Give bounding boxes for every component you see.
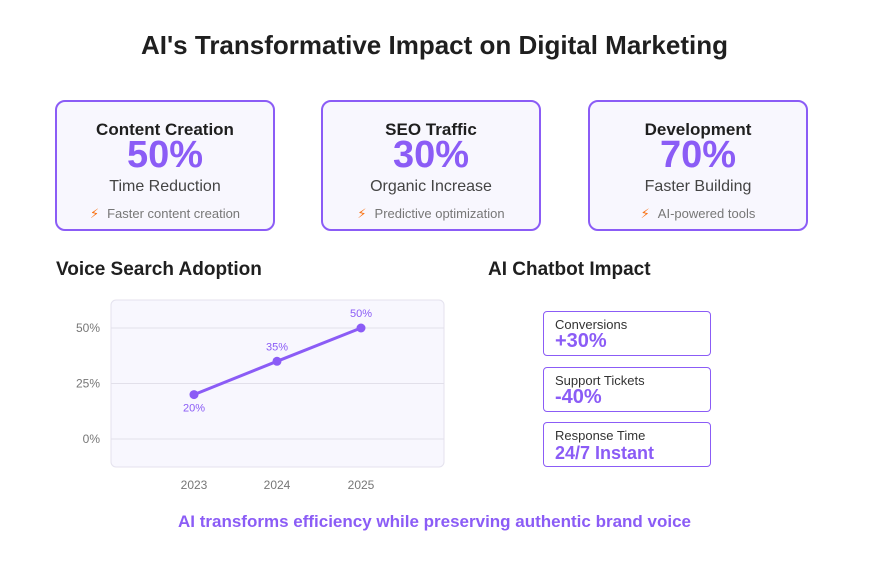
card-note-text: Faster content creation (107, 206, 241, 221)
data-label: 20% (183, 403, 205, 415)
lightning-icon: ⚡ (640, 206, 650, 221)
chatbot-impact-title: AI Chatbot Impact (488, 259, 651, 280)
card-subtitle: Faster Building (644, 178, 752, 195)
metric-value: 24/7 Instant (555, 443, 655, 463)
metric-card-conversions: Conversions +30% (543, 311, 711, 356)
card-title: Content Creation (96, 120, 234, 139)
metric-label: Response Time (555, 428, 646, 443)
stat-card-seo-traffic: SEO Traffic 30% Organic Increase ⚡ Predic… (321, 100, 541, 231)
footer-tagline: AI transforms efficiency while preservin… (178, 512, 691, 531)
card-subtitle: Time Reduction (109, 178, 221, 195)
metric-label: Support Tickets (555, 373, 645, 388)
y-tick-label: 0% (83, 432, 101, 446)
card-note: ⚡ Faster content creation (57, 206, 273, 222)
card-value: 30% (392, 134, 470, 176)
card-note-text: AI-powered tools (657, 206, 756, 221)
metric-label: Conversions (555, 317, 628, 332)
data-label: 50% (350, 308, 372, 320)
card-value: 50% (126, 134, 204, 176)
metric-value: +30% (555, 330, 607, 352)
data-label: 35% (266, 341, 288, 353)
data-point (189, 390, 199, 400)
stat-card-content-creation: Content Creation 50% Time Reduction ⚡ Fas… (55, 100, 275, 231)
card-subtitle: Organic Increase (370, 178, 492, 195)
metric-card-support-tickets: Support Tickets -40% (543, 367, 711, 412)
data-point (272, 356, 282, 366)
card-value: 70% (659, 134, 737, 176)
y-tick-label: 25% (76, 377, 100, 391)
voice-search-title: Voice Search Adoption (56, 259, 262, 280)
card-note-text: Predictive optimization (374, 206, 505, 221)
y-tick-label: 50% (76, 321, 100, 335)
stat-card-development: Development 70% Faster Building ⚡ AI-powe… (588, 100, 808, 231)
x-tick-label: 2024 (264, 478, 291, 492)
metric-card-response-time: Response Time 24/7 Instant (543, 422, 711, 467)
lightning-icon: ⚡ (357, 206, 367, 221)
card-title: Development (644, 120, 752, 139)
lightning-icon: ⚡ (89, 206, 100, 221)
card-note: ⚡ Predictive optimization (323, 206, 539, 222)
page-title: AI's Transformative Impact on Digital Ma… (141, 30, 728, 60)
metric-value: -40% (555, 386, 602, 408)
voice-search-chart: 0% 25% 50% 2023 2024 2025 20% 35% 50% (76, 299, 445, 492)
card-note: ⚡ AI-powered tools (590, 206, 806, 222)
x-tick-label: 2025 (348, 478, 375, 492)
data-point (356, 323, 366, 333)
x-tick-label: 2023 (181, 478, 208, 492)
card-title: SEO Traffic (385, 120, 477, 139)
